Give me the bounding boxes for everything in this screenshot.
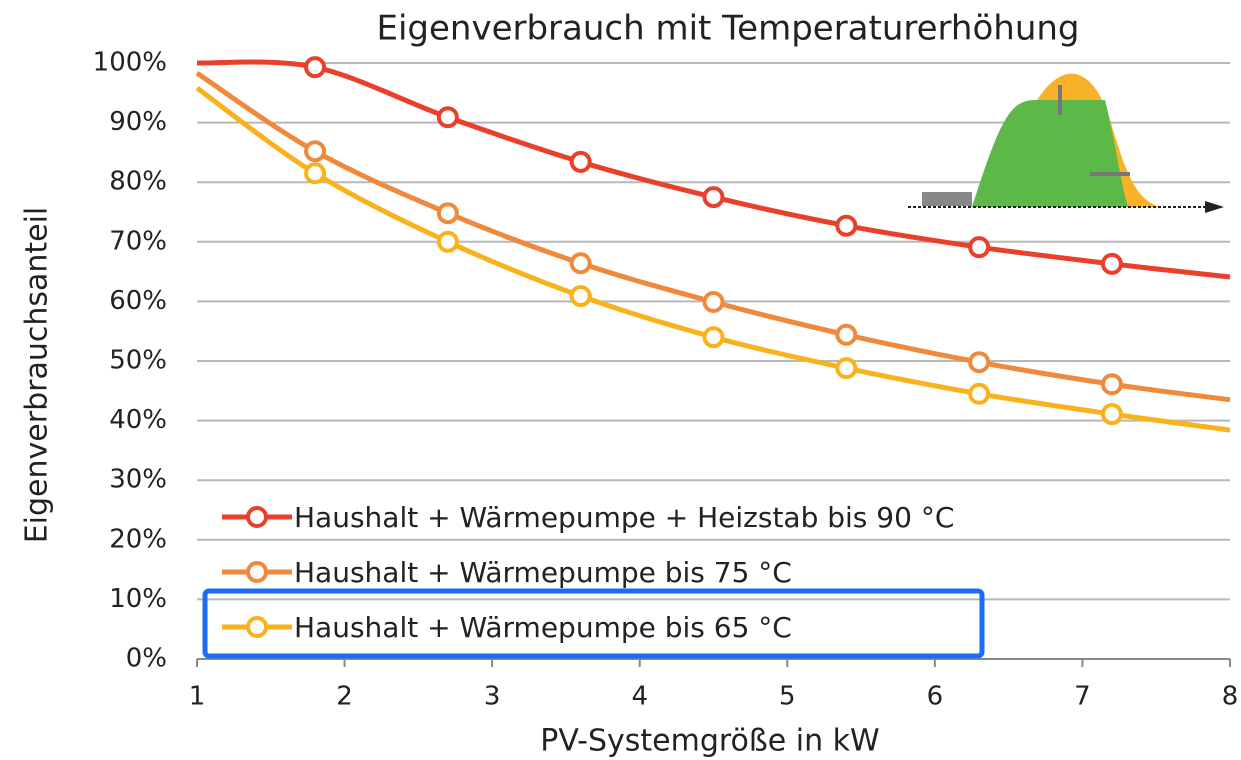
legend-marker [246, 561, 268, 583]
data-point [702, 186, 725, 209]
data-point [835, 214, 858, 237]
legend-item: Haushalt + Wärmepumpe + Heizstab bis 90 … [222, 501, 954, 534]
data-point [436, 230, 459, 253]
data-point [304, 162, 327, 185]
x-tick-label: 6 [927, 682, 944, 712]
x-tick-label: 5 [779, 682, 796, 712]
y-tick-label: 20% [109, 524, 167, 554]
chart-title: Eigenverbrauch mit Temperaturerhöhung [376, 9, 1079, 49]
y-tick-label: 10% [109, 584, 167, 614]
legend-item: Haushalt + Wärmepumpe bis 75 °C [222, 556, 792, 589]
data-point [569, 252, 592, 275]
x-tick-label: 8 [1222, 682, 1239, 712]
y-tick-label: 50% [109, 346, 167, 376]
highlight-box [202, 588, 985, 659]
data-point [304, 56, 327, 79]
y-tick-label: 0% [126, 644, 167, 674]
y-tick-label: 100% [93, 48, 167, 78]
icon-arrow [1205, 201, 1224, 213]
icon-area [972, 100, 1128, 207]
y-tick-label: 60% [109, 286, 167, 316]
y-axis-title: Eigenverbrauchsanteil [20, 207, 55, 544]
y-tick-label: 90% [109, 107, 167, 137]
x-tick-label: 7 [1074, 682, 1091, 712]
data-point [968, 382, 991, 405]
data-point [436, 106, 459, 129]
data-point [702, 290, 725, 313]
data-point [1100, 252, 1123, 275]
legend-label: Haushalt + Wärmepumpe + Heizstab bis 90 … [294, 501, 954, 534]
data-point [304, 140, 327, 163]
y-tick-label: 70% [109, 226, 167, 256]
y-tick-label: 80% [109, 167, 167, 197]
y-tick-label: 30% [109, 465, 167, 495]
y-tick-label: 40% [109, 405, 167, 435]
data-point [702, 326, 725, 349]
plot-area: 0% 10% 20% 30% 40% 50% 60% 70% 80% 90% 100% 1 2 3 4 5 6 7… [93, 48, 1239, 712]
x-axis-title: PV-Systemgröße in kW [540, 724, 879, 759]
legend-marker [246, 506, 268, 528]
inset-icon [908, 73, 1224, 213]
data-point [1100, 373, 1123, 396]
icon-bar [922, 192, 972, 206]
legend-label: Haushalt + Wärmepumpe bis 75 °C [294, 556, 792, 589]
legend-label: Haushalt + Wärmepumpe bis 65 °C [294, 611, 792, 644]
data-point [1100, 403, 1123, 426]
x-tick-label: 1 [189, 682, 206, 712]
data-point [436, 202, 459, 225]
data-point [835, 323, 858, 346]
data-point [835, 357, 858, 380]
data-point [968, 236, 991, 259]
x-tick-label: 3 [484, 682, 501, 712]
x-tick-label: 4 [631, 682, 648, 712]
data-point [569, 285, 592, 308]
legend-item: Haushalt + Wärmepumpe bis 65 °C [222, 611, 792, 644]
data-point [569, 150, 592, 173]
legend-marker [246, 616, 268, 638]
x-tick-label: 2 [336, 682, 353, 712]
data-point [968, 351, 991, 374]
